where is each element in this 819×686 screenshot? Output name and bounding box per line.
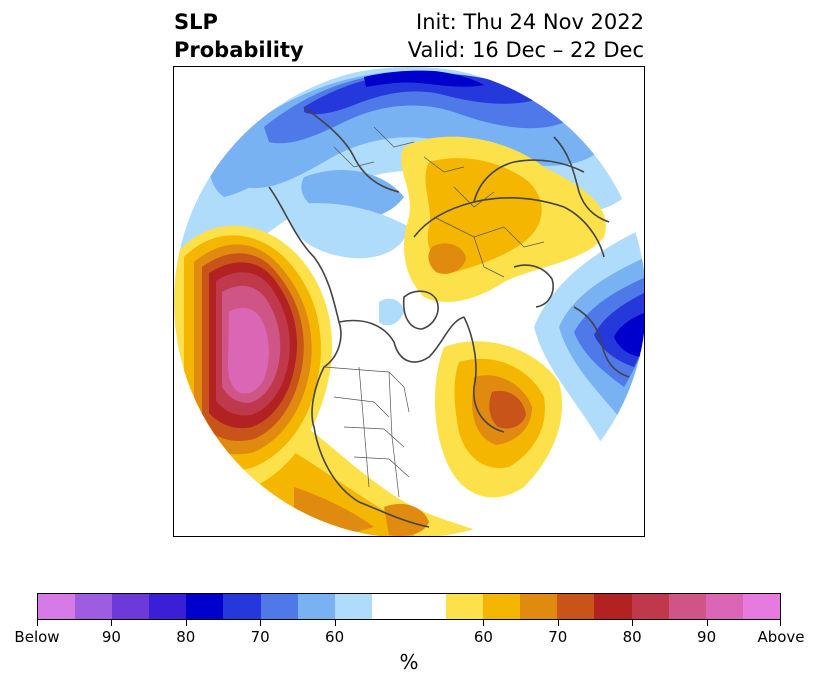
colorbar — [37, 593, 781, 620]
colorbar-tick-label: Above — [757, 628, 805, 646]
above-pacific-l8 — [228, 307, 269, 394]
colorbar-tick-label: 80 — [176, 628, 196, 646]
colorbar-tick — [483, 620, 485, 626]
colorbar-tick — [706, 620, 708, 626]
chart-title-right: Init: Thu 24 Nov 2022 Valid: 16 Dec – 22… — [408, 8, 644, 64]
colorbar-tick — [260, 620, 262, 626]
colorbar-tick-label: 70 — [548, 628, 568, 646]
colorbar-above-1 — [446, 594, 484, 619]
colorbar-tick — [111, 620, 113, 626]
colorbar-below-4 — [149, 594, 187, 619]
colorbar-above-5 — [594, 594, 632, 619]
colorbar-above-7 — [668, 594, 706, 619]
colorbar-below-2 — [75, 594, 113, 619]
above-patch-arctic-core — [428, 243, 466, 274]
map-panel — [173, 66, 645, 537]
political-borders — [323, 126, 545, 498]
colorbar-tick — [632, 620, 634, 626]
title-init-date: Init: Thu 24 Nov 2022 — [416, 10, 644, 34]
colorbar-tick — [185, 620, 187, 626]
colorbar-tick-label: Below — [14, 628, 60, 646]
title-variable: SLP — [174, 10, 218, 34]
colorbar-neutral — [371, 594, 447, 619]
title-valid-range: Valid: 16 Dec – 22 Dec — [407, 38, 644, 62]
colorbar-tick-label: 60 — [325, 628, 345, 646]
probability-map — [174, 67, 644, 536]
colorbar-tick-label: 60 — [473, 628, 493, 646]
colorbar-tick — [780, 620, 781, 626]
colorbar-above-8 — [705, 594, 743, 619]
below-patch-hudson — [379, 298, 404, 326]
colorbar-below-1 — [38, 594, 76, 619]
colorbar-below-7 — [260, 594, 298, 619]
colorbar-below-3 — [112, 594, 150, 619]
colorbar-tick-label: 70 — [250, 628, 270, 646]
colorbar-tick — [557, 620, 559, 626]
colorbar-tick-label: 90 — [101, 628, 121, 646]
colorbar-below-8 — [297, 594, 335, 619]
above-patch-southeast — [384, 503, 429, 536]
colorbar-tick — [334, 620, 336, 626]
colorbar-above-3 — [520, 594, 558, 619]
colorbar-above-2 — [483, 594, 521, 619]
below-band-north-max — [364, 70, 484, 87]
colorbar-tick-label: 90 — [697, 628, 717, 646]
colorbar-units: % — [399, 650, 419, 674]
colorbar-below-9 — [334, 594, 372, 619]
below-patch-canada-light — [284, 203, 409, 259]
colorbar-below-6 — [223, 594, 261, 619]
chart-title-left: SLP Probability — [174, 8, 304, 64]
colorbar-tick-label: 80 — [622, 628, 642, 646]
above-patch-arctic-mid — [425, 158, 542, 272]
colorbar-below-5 — [186, 594, 224, 619]
title-quantity: Probability — [174, 38, 304, 62]
colorbar-above-6 — [631, 594, 669, 619]
below-band-east-max — [614, 312, 644, 357]
colorbar-tick — [37, 620, 38, 626]
above-patch-atlantic-max — [489, 390, 526, 429]
colorbar-above-4 — [557, 594, 595, 619]
below-band-north-strong — [304, 73, 544, 115]
colorbar-above-9 — [742, 594, 780, 619]
